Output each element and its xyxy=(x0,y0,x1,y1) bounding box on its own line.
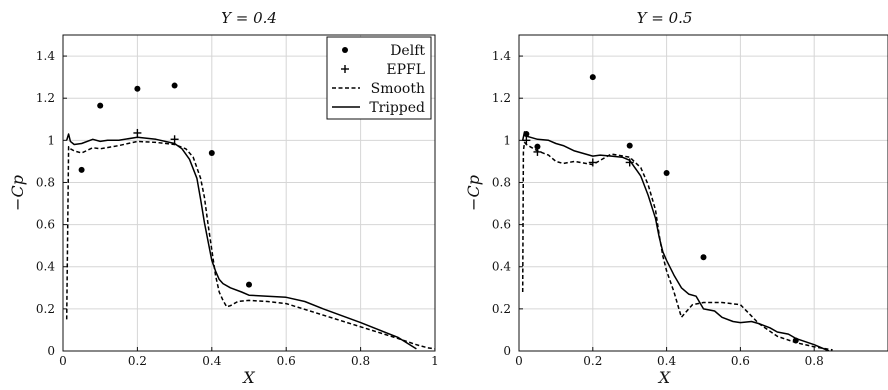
data-point-epfl xyxy=(133,128,142,137)
legend-marker-plus xyxy=(341,65,349,73)
legend-label: EPFL xyxy=(386,62,425,78)
data-point-delft xyxy=(208,149,215,156)
data-point-delft xyxy=(171,82,178,89)
x-tick-label: 0.6 xyxy=(731,354,750,368)
chart-title: Y = 0.5 xyxy=(637,9,693,27)
y-tick-label: 0.8 xyxy=(36,175,55,189)
x-tick-label: 0.8 xyxy=(351,354,370,368)
legend-entry-delft: Delft xyxy=(342,43,425,59)
y-tick-label: 1.4 xyxy=(36,49,55,63)
x-axis-label: X xyxy=(241,368,255,387)
y-tick-label: 0.6 xyxy=(36,218,55,232)
y-tick-label: 0.6 xyxy=(492,218,511,232)
chart-title: Y = 0.4 xyxy=(221,9,277,27)
y-tick-label: 1.2 xyxy=(492,91,511,105)
y-axis-label: −Cp xyxy=(8,175,27,211)
legend-marker-dot xyxy=(342,47,348,53)
data-point-epfl xyxy=(170,135,179,144)
y-axis-label: −Cp xyxy=(464,175,483,211)
plot-frame xyxy=(518,34,888,352)
legend-label: Delft xyxy=(390,43,425,59)
legend-entry-epfl: EPFL xyxy=(341,62,425,78)
chart-right: 0 0.2 0.4 0.6 0.8 1 1.2 1.4 0 0.2 0.4 0.6 0.8 Y = 0.5… xyxy=(464,9,888,387)
y-tick-label: 0.2 xyxy=(492,302,511,316)
x-tick-label: 0 xyxy=(515,354,523,368)
y-tick-label: 1.4 xyxy=(492,49,511,63)
data-point-epfl xyxy=(533,147,542,156)
x-tick-label: 0 xyxy=(59,354,67,368)
legend-entry-tripped: Tripped xyxy=(332,100,425,116)
x-tick-label: 0.6 xyxy=(277,354,296,368)
data-point-delft xyxy=(700,254,707,261)
x-tick-label: 0.8 xyxy=(805,354,824,368)
y-tick-label: 0.4 xyxy=(36,260,55,274)
data-point-delft xyxy=(78,166,85,173)
legend-label: Smooth xyxy=(371,81,425,97)
data-point-delft xyxy=(663,169,670,176)
legend-label: Tripped xyxy=(369,100,425,116)
y-tick-label: 1 xyxy=(503,133,511,147)
y-tick-label: 0.2 xyxy=(36,302,55,316)
data-point-delft xyxy=(134,85,141,92)
data-point-delft xyxy=(97,102,104,109)
series-line-smooth xyxy=(65,140,435,350)
y-tick-label: 1.2 xyxy=(36,91,55,105)
y-tick-label: 0.8 xyxy=(492,175,511,189)
y-tick-label: 0 xyxy=(47,344,55,358)
data-point-delft xyxy=(246,281,252,288)
y-tick-label: 1 xyxy=(47,133,55,147)
data-point-delft xyxy=(626,142,633,149)
data-point-delft xyxy=(534,143,541,150)
legend: Delft EPFL Smooth Tripped xyxy=(326,36,432,120)
x-axis-label: X xyxy=(657,368,671,387)
plot-frame xyxy=(62,34,436,352)
series-line-tripped xyxy=(521,131,830,351)
y-tick-label: 0.4 xyxy=(492,260,511,274)
data-point-delft xyxy=(589,74,596,81)
x-tick-label: 0.4 xyxy=(202,354,221,368)
x-tick-label: 0.2 xyxy=(583,354,602,368)
x-tick-label: 0.4 xyxy=(657,354,676,368)
chart-left: 0 0.2 0.4 0.6 0.8 1 1.2 1.4 0 0.2 0.4 0.6 0.8 1 Y = 0.… xyxy=(8,9,439,387)
y-tick-label: 0 xyxy=(503,344,511,358)
series-line-tripped xyxy=(65,133,417,350)
legend-entry-smooth: Smooth xyxy=(332,81,425,97)
series-line-smooth xyxy=(521,141,833,351)
x-tick-label: 0.2 xyxy=(128,354,147,368)
data-point-epfl xyxy=(522,136,531,145)
x-tick-label: 1 xyxy=(431,354,439,368)
